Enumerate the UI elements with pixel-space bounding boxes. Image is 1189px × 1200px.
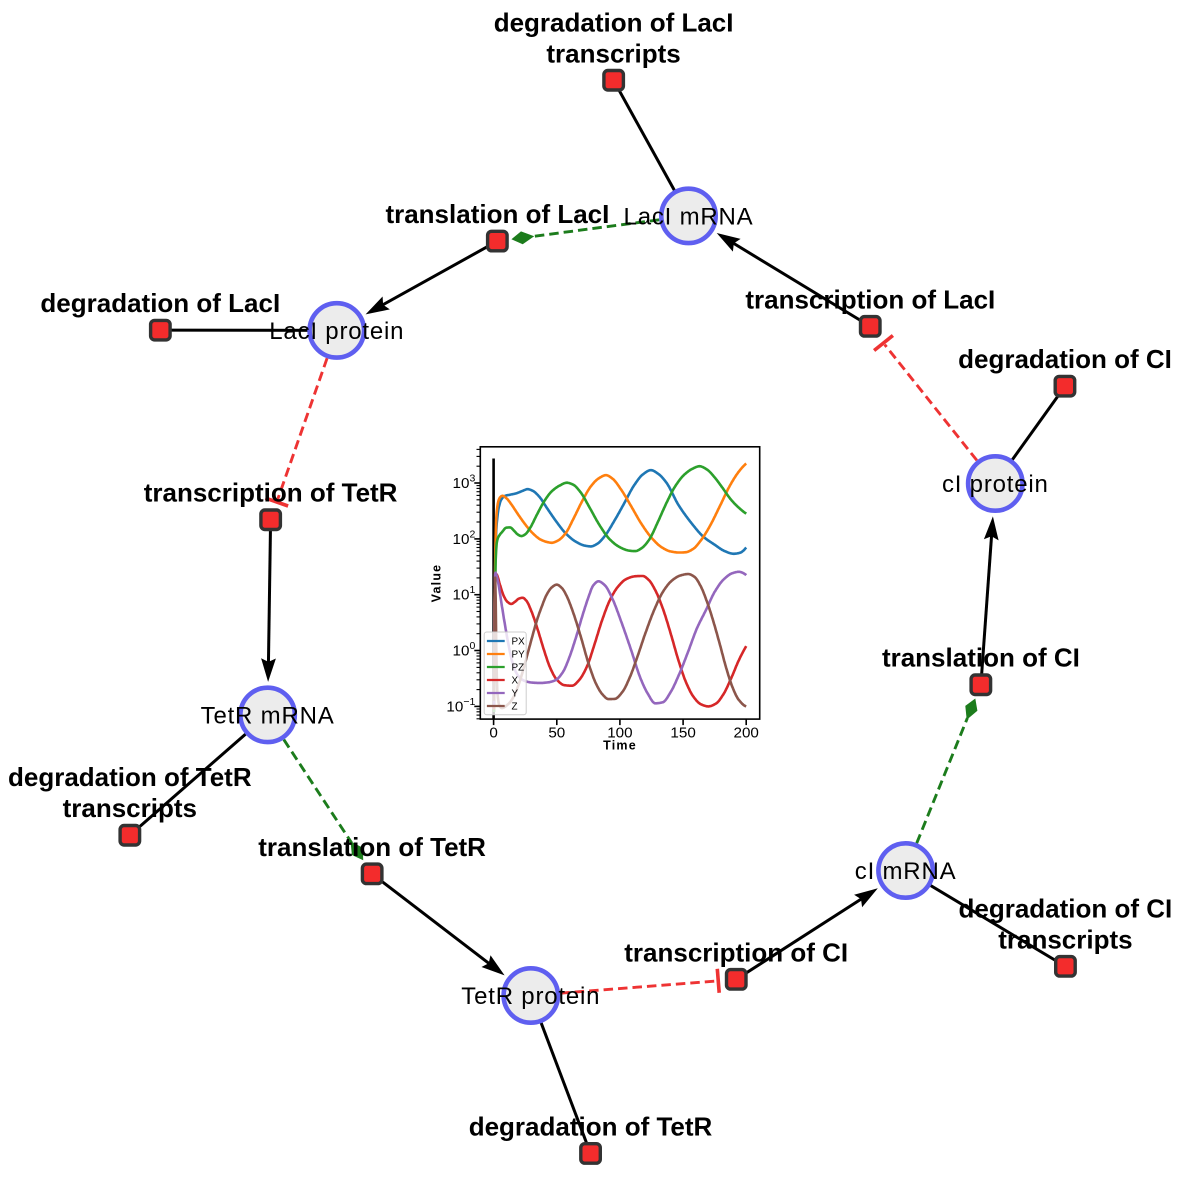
svg-text:PY: PY [512, 650, 526, 661]
svg-text:degradation of CI: degradation of CI [959, 893, 1173, 923]
svg-text:degradation of LacI: degradation of LacI [40, 288, 280, 318]
svg-text:150: 150 [670, 725, 695, 742]
svg-text:translation of LacI: translation of LacI [385, 199, 609, 229]
svg-text:Z: Z [512, 702, 518, 713]
svg-text:degradation of TetR: degradation of TetR [469, 1111, 713, 1141]
svg-text:X: X [512, 676, 519, 687]
svg-text:degradation of LacI: degradation of LacI [494, 7, 734, 37]
svg-text:TetR mRNA: TetR mRNA [201, 702, 335, 729]
svg-text:translation of CI: translation of CI [882, 643, 1080, 673]
svg-text:transcription of CI: transcription of CI [624, 937, 848, 967]
svg-text:Time: Time [603, 739, 637, 753]
svg-text:PX: PX [512, 637, 526, 648]
svg-text:0: 0 [489, 725, 497, 742]
svg-text:transcripts: transcripts [998, 924, 1132, 954]
svg-text:PZ: PZ [512, 663, 525, 674]
svg-text:Y: Y [512, 689, 519, 700]
svg-text:degradation of CI: degradation of CI [958, 344, 1172, 374]
svg-text:transcription of TetR: transcription of TetR [144, 478, 398, 508]
svg-text:degradation of TetR: degradation of TetR [8, 762, 252, 792]
svg-text:transcripts: transcripts [63, 793, 197, 823]
svg-text:cI mRNA: cI mRNA [855, 858, 957, 885]
svg-text:LacI protein: LacI protein [269, 318, 404, 345]
svg-text:transcripts: transcripts [546, 38, 680, 68]
svg-text:200: 200 [734, 725, 759, 742]
svg-text:LacI mRNA: LacI mRNA [624, 203, 754, 230]
svg-text:translation of TetR: translation of TetR [258, 832, 486, 862]
svg-text:transcription of LacI: transcription of LacI [745, 284, 995, 314]
svg-text:Value: Value [430, 564, 444, 603]
svg-text:TetR protein: TetR protein [461, 983, 600, 1010]
svg-text:50: 50 [548, 725, 565, 742]
svg-text:cI protein: cI protein [942, 471, 1049, 498]
svg-text:100: 100 [607, 725, 632, 742]
